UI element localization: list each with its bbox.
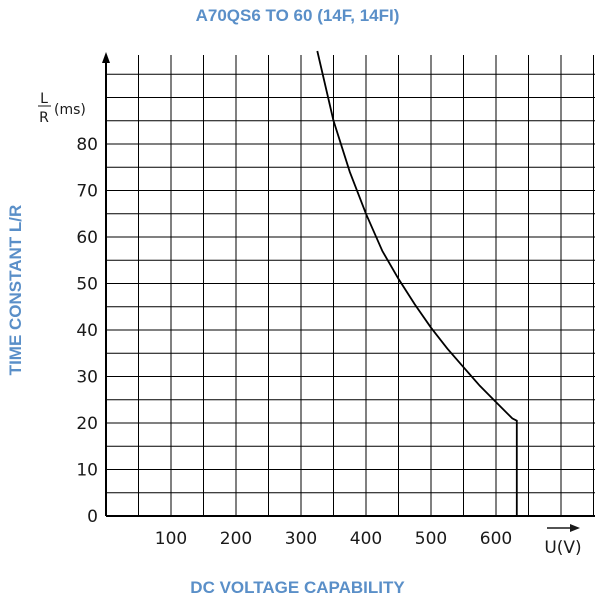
y-unit-suffix: (ms): [54, 102, 86, 118]
y-unit-numerator: L: [40, 91, 48, 107]
x-tick-label: 200: [220, 529, 252, 549]
series-line: [316, 50, 518, 516]
y-tick-label: 50: [76, 275, 98, 295]
y-tick-label: 20: [76, 414, 98, 434]
x-tick-label: 100: [155, 529, 187, 549]
axes: [102, 52, 595, 517]
y-tick-labels: 0 10 20 30 40 50 60 70 80: [76, 135, 98, 527]
y-tick-label: 80: [76, 135, 98, 155]
x-unit-text: U(V): [544, 538, 581, 558]
y-tick-label: 40: [76, 321, 98, 341]
y-axis-arrow: [102, 52, 110, 63]
y-unit-denominator: R: [39, 110, 49, 126]
grid-lines: [106, 55, 595, 516]
x-tick-labels: 100 200 300 400 500 600: [155, 529, 512, 549]
y-unit-label: L R (ms): [38, 91, 86, 126]
x-unit-label: U(V): [544, 524, 582, 558]
y-tick-label: 30: [76, 368, 98, 388]
y-tick-label: 10: [76, 461, 98, 481]
y-tick-label: 0: [87, 507, 98, 527]
x-unit-arrow-head: [570, 524, 580, 532]
y-tick-label: 70: [76, 182, 98, 202]
x-tick-label: 600: [480, 529, 512, 549]
chart-title: A70QS6 TO 60 (14F, 14FI): [195, 6, 400, 25]
x-tick-label: 500: [415, 529, 447, 549]
x-axis-title: DC VOLTAGE CAPABILITY: [190, 578, 405, 597]
x-tick-label: 300: [285, 529, 317, 549]
x-tick-label: 400: [350, 529, 382, 549]
y-tick-label: 60: [76, 228, 98, 248]
